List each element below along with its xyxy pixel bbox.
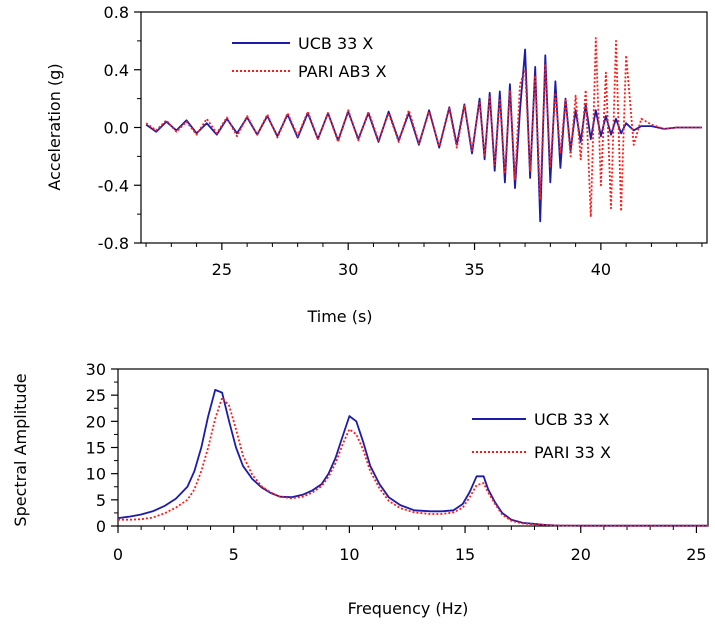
spectral-x-axis-label: Frequency (Hz)	[348, 599, 469, 618]
spectral-ytick-label: 15	[86, 439, 106, 458]
spectral-series-ucb-33-x	[117, 389, 708, 527]
spectral-series-pari-33-x	[118, 396, 708, 527]
spectral-ytick-label: 30	[86, 360, 106, 379]
acceleration-series-ucb-33-x	[145, 48, 702, 223]
acceleration-series-pari-ab3-x	[145, 37, 702, 218]
spectral-ytick-label: 0	[96, 517, 106, 536]
spectral-xtick-label: 0	[113, 545, 123, 564]
legend-label-pari-ab3-x: PARI AB3 X	[298, 62, 387, 81]
acceleration-ytick-label: -0.8	[98, 234, 129, 253]
spectral-xtick-label: 15	[455, 545, 475, 564]
legend-label-ucb-33-x-spectral: UCB 33 X	[534, 410, 609, 429]
acceleration-legend: UCB 33 X PARI AB3 X	[232, 34, 387, 81]
acceleration-y-axis-label: Acceleration (g)	[45, 63, 64, 190]
spectral-chart: 30 25 20 15 10 5 0 0 5 10 15 20 25 Spectral Amplitu…	[11, 360, 709, 618]
spectral-ytick-label: 5	[96, 491, 106, 510]
acceleration-xtick-label: 40	[591, 260, 611, 279]
spectral-xtick-label: 25	[686, 545, 706, 564]
acceleration-xtick-label: 25	[212, 260, 232, 279]
spectral-legend: UCB 33 X PARI 33 X	[472, 410, 611, 462]
acceleration-xtick-label: 30	[338, 260, 358, 279]
acceleration-x-axis-label: Time (s)	[306, 307, 372, 326]
spectral-ytick-label: 25	[86, 386, 106, 405]
legend-label-ucb-33-x: UCB 33 X	[298, 34, 373, 53]
spectral-y-axis-label: Spectral Amplitude	[11, 373, 30, 526]
acceleration-ytick-label: -0.4	[98, 176, 129, 195]
spectral-xtick-label: 20	[571, 545, 591, 564]
acceleration-ytick-label: 0.4	[104, 61, 129, 80]
spectral-xtick-label: 10	[339, 545, 359, 564]
acceleration-ytick-label: 0.8	[104, 3, 129, 22]
acceleration-ytick-label: 0.0	[104, 119, 129, 138]
spectral-plot-frame	[117, 368, 709, 527]
acceleration-xtick-label: 35	[464, 260, 484, 279]
acceleration-chart: 0.8 0.4 0.0 -0.4 -0.8 25 30 35 40 Acceleration …	[45, 3, 708, 326]
spectral-ytick-label: 10	[86, 465, 106, 484]
spectral-xtick-label: 5	[229, 545, 239, 564]
legend-label-pari-33-x: PARI 33 X	[534, 443, 611, 462]
spectral-ytick-label: 20	[86, 412, 106, 431]
